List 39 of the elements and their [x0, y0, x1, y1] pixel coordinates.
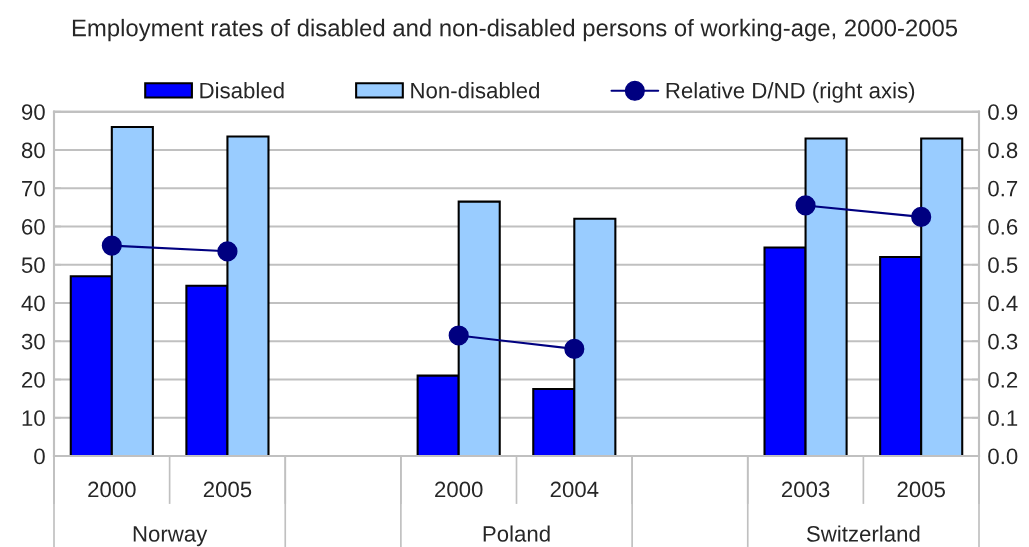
point: [911, 206, 932, 227]
point: [217, 241, 238, 262]
chart-title: Employment rates of disabled and non-disabled persons of working-age, 2000-2005: [72, 18, 958, 42]
y2-tick-label: 0.7: [988, 180, 1018, 197]
x-tick-label: 2000: [435, 481, 483, 498]
legend-label: Relative D/ND (right axis): [666, 82, 915, 103]
legend-label: Non-disabled: [411, 82, 539, 99]
y2-tick-label: 0.9: [988, 104, 1018, 120]
y-tick-label: 30: [21, 333, 45, 350]
text: Norway: [133, 526, 208, 547]
text: Poland: [483, 525, 550, 542]
y-tick-label: 70: [22, 180, 45, 197]
y2-tick-label: 0.6: [988, 219, 1018, 235]
text: Switzerland: [806, 525, 920, 542]
y-tick-label: 50: [21, 257, 45, 273]
y-tick-label: 90: [21, 104, 45, 120]
point: [448, 325, 469, 346]
y-tick-label: 0: [34, 448, 45, 465]
y2-tick-label: 0.0: [988, 448, 1018, 465]
y-tick-label: 10: [22, 410, 45, 427]
y-tick-label: 20: [22, 372, 45, 388]
y2-tick-label: 0.5: [988, 257, 1018, 273]
y2-tick-label: 0.8: [988, 142, 1018, 159]
y-tick-label: 40: [21, 295, 45, 312]
y2-tick-label: 0.2: [988, 372, 1018, 388]
x-tick-label: 2000: [88, 481, 136, 498]
y2-tick-label: 0.4: [988, 295, 1018, 312]
x-tick-label: 2003: [781, 481, 830, 498]
y2-tick-label: 0.1: [988, 410, 1018, 427]
x-tick-label: 2005: [203, 481, 252, 498]
point: [564, 338, 585, 359]
point: [101, 235, 122, 256]
y2-tick-label: 0.3: [988, 333, 1018, 350]
point: [795, 195, 816, 216]
y-tick-label: 60: [22, 219, 45, 235]
x-tick-label: 2004: [550, 481, 599, 498]
x-tick-label: 2005: [897, 481, 945, 498]
y-tick-label: 80: [21, 142, 45, 159]
legend-label: Disabled: [200, 82, 284, 99]
